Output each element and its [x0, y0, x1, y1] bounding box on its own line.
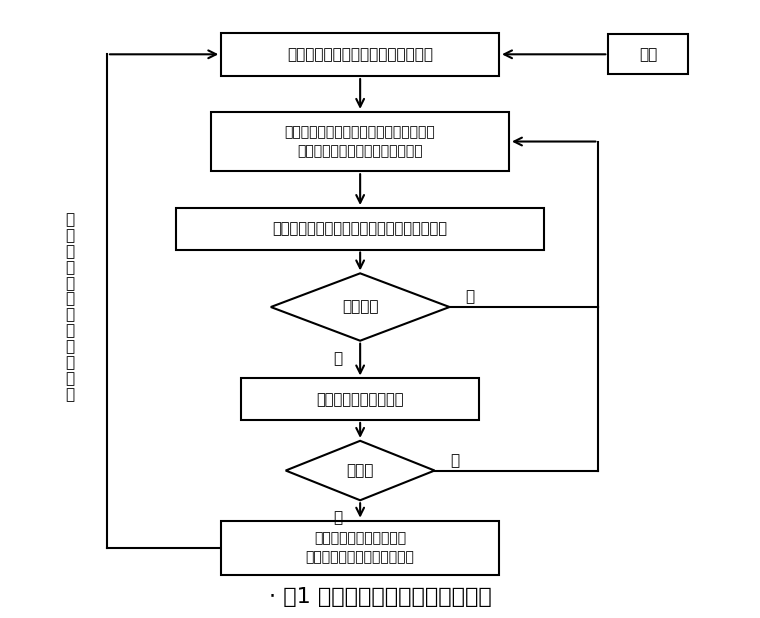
Text: 审核结果: 审核结果	[342, 300, 378, 315]
Text: 工: 工	[65, 371, 74, 386]
Text: （: （	[65, 307, 74, 323]
Text: 否: 否	[465, 290, 474, 305]
Text: 序: 序	[65, 339, 74, 354]
Text: 否: 否	[450, 453, 459, 468]
Text: 处理: 处理	[639, 47, 657, 62]
Bar	[221, 33, 499, 76]
Bar	[241, 378, 480, 420]
Text: 合格否: 合格否	[347, 463, 374, 478]
Text: 进: 进	[65, 213, 74, 227]
Text: 程: 程	[65, 387, 74, 402]
Text: 监理单位审核、签认单元
（工序）工程施工质量评定表: 监理单位审核、签认单元 （工序）工程施工质量评定表	[306, 531, 415, 565]
Text: 元: 元	[65, 292, 74, 307]
Text: 是: 是	[334, 510, 343, 525]
Text: ⋅ 图1 单元工程质量检验工作程序图: ⋅ 图1 单元工程质量检验工作程序图	[268, 587, 492, 607]
Text: 监理单位审核自检资料是否真实、可靠、完整: 监理单位审核自检资料是否真实、可靠、完整	[273, 221, 448, 236]
Text: 单: 单	[65, 276, 74, 290]
Bar	[608, 35, 688, 74]
Polygon shape	[286, 441, 435, 500]
Text: 一: 一	[65, 260, 74, 275]
Bar	[221, 520, 499, 575]
Text: ）: ）	[65, 355, 74, 370]
Polygon shape	[271, 273, 449, 341]
Text: 下: 下	[65, 244, 74, 259]
Bar	[176, 208, 544, 250]
Text: 入: 入	[65, 228, 74, 243]
Text: 施工单位进行自检，作好施工记录，填报
单元（工序）工程施工质量评定表: 施工单位进行自检，作好施工记录，填报 单元（工序）工程施工质量评定表	[285, 125, 435, 158]
Text: 是: 是	[334, 351, 343, 366]
Text: 工: 工	[65, 323, 74, 338]
Bar	[211, 112, 509, 171]
Text: 单元（工序）工程施工（处理）完毕: 单元（工序）工程施工（处理）完毕	[287, 47, 433, 62]
Text: 监理单位现场抓样检验: 监理单位现场抓样检验	[316, 392, 404, 407]
